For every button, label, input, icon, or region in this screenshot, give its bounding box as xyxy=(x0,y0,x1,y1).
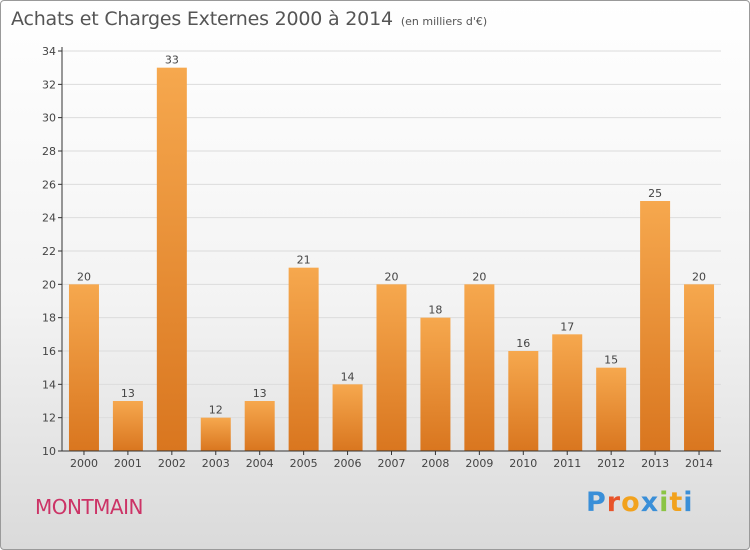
data-label-2003: 12 xyxy=(209,404,223,417)
y-tick-label: 16 xyxy=(42,345,56,358)
y-tick-label: 30 xyxy=(42,112,56,125)
x-tick-label-2000: 2000 xyxy=(70,457,98,470)
x-tick-label-2007: 2007 xyxy=(378,457,406,470)
data-label-2000: 20 xyxy=(77,270,91,283)
bar-2007 xyxy=(376,284,407,451)
data-label-2009: 20 xyxy=(472,270,486,283)
logo-letter: P xyxy=(586,487,607,518)
data-label-2005: 21 xyxy=(297,254,311,267)
logo-letter: x xyxy=(640,487,660,518)
data-label-2002: 33 xyxy=(165,54,179,67)
bar-2002 xyxy=(156,67,187,452)
chart-title-main: Achats et Charges Externes 2000 à 2014 xyxy=(11,8,393,30)
axes: 10 12 14 16 18 20 22 24 26 28 30 32 34 2000 2001 2002 20… xyxy=(42,45,721,470)
bar-2009 xyxy=(464,284,495,451)
logo-letter: t xyxy=(669,487,684,518)
x-tick-label-2002: 2002 xyxy=(158,457,186,470)
bar-2003 xyxy=(200,417,231,451)
x-tick-label-2008: 2008 xyxy=(421,457,449,470)
commune-name: MONTMAIN xyxy=(35,495,143,519)
bar-2011 xyxy=(552,334,583,451)
y-tick-label: 24 xyxy=(42,212,56,225)
data-label-2008: 18 xyxy=(428,304,442,317)
bar-2008 xyxy=(420,317,451,451)
logo-letter: i xyxy=(683,487,694,518)
y-tick-label: 28 xyxy=(42,145,56,158)
y-tick-label: 26 xyxy=(42,178,56,191)
data-labels: 20 13 33 12 13 21 14 20 18 20 16 17 15 25 20 xyxy=(77,54,706,417)
x-tick-label-2001: 2001 xyxy=(114,457,142,470)
data-label-2010: 16 xyxy=(516,337,530,350)
logo-letter: i xyxy=(659,487,670,518)
y-tick-label: 10 xyxy=(42,445,56,458)
proxiti-logo: Proxiti xyxy=(586,487,694,518)
bars xyxy=(68,67,715,452)
x-tick-label-2012: 2012 xyxy=(597,457,625,470)
bar-2001 xyxy=(112,401,143,451)
y-tick-label: 18 xyxy=(42,312,56,325)
x-tick-label-2011: 2011 xyxy=(553,457,581,470)
y-tick-label: 20 xyxy=(42,278,56,291)
x-tick-label-2009: 2009 xyxy=(465,457,493,470)
x-tick-label-2006: 2006 xyxy=(334,457,362,470)
data-label-2004: 13 xyxy=(253,387,267,400)
logo-letter: r xyxy=(606,487,622,518)
bar-2000 xyxy=(68,284,99,451)
y-tick-label: 12 xyxy=(42,412,56,425)
chart-title-unit: (en milliers d'€) xyxy=(400,15,488,28)
data-label-2014: 20 xyxy=(692,270,706,283)
bar-2006 xyxy=(332,384,363,451)
bar-2014 xyxy=(684,284,715,451)
data-label-2011: 17 xyxy=(560,320,574,333)
data-label-2006: 14 xyxy=(341,370,355,383)
chart-title: Achats et Charges Externes 2000 à 2014 (e… xyxy=(11,8,487,30)
x-tick-label-2003: 2003 xyxy=(202,457,230,470)
x-tick-label-2013: 2013 xyxy=(641,457,669,470)
y-tick-label: 22 xyxy=(42,245,56,258)
data-label-2013: 25 xyxy=(648,187,662,200)
bar-2010 xyxy=(508,351,539,451)
x-tick-label-2010: 2010 xyxy=(509,457,537,470)
data-label-2007: 20 xyxy=(385,270,399,283)
logo-letter: o xyxy=(621,487,641,518)
bar-2004 xyxy=(244,401,275,451)
x-tick-label-2014: 2014 xyxy=(685,457,713,470)
bar-2013 xyxy=(640,201,671,451)
data-label-2012: 15 xyxy=(604,354,618,367)
x-tick-label-2005: 2005 xyxy=(290,457,318,470)
data-label-2001: 13 xyxy=(121,387,135,400)
bar-2012 xyxy=(596,367,627,451)
y-tick-label: 14 xyxy=(42,378,56,391)
bar-2005 xyxy=(288,267,319,451)
y-tick-label: 34 xyxy=(42,45,56,58)
x-tick-label-2004: 2004 xyxy=(246,457,274,470)
y-tick-label: 32 xyxy=(42,78,56,91)
